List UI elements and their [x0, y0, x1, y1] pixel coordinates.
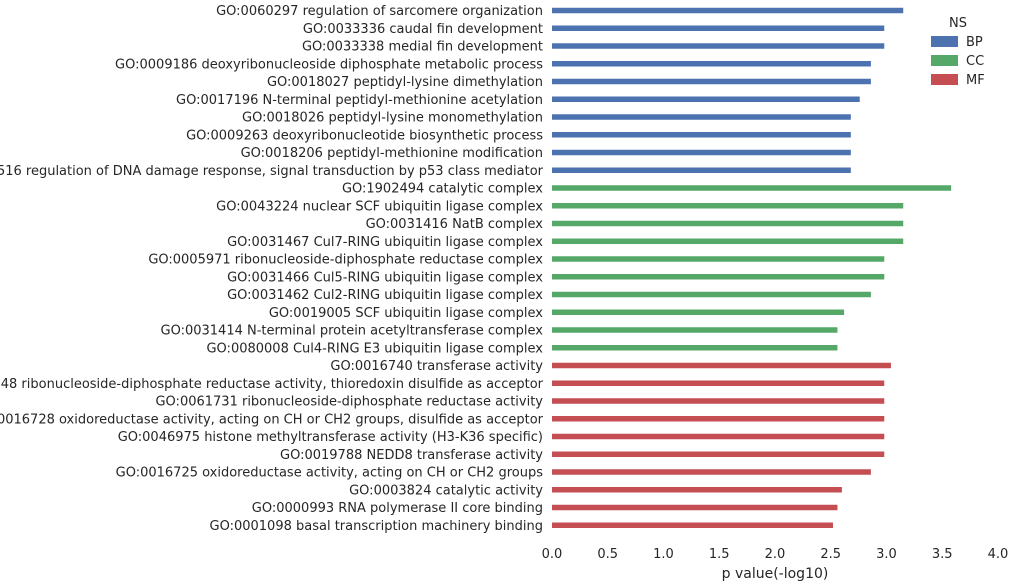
category-label: GO:0061731 ribonucleoside-diphosphate re… — [155, 395, 543, 410]
bar-mf — [552, 504, 838, 511]
category-label: GO:0009263 deoxyribonucleotide biosynthe… — [186, 128, 543, 143]
x-tick-label: 0.5 — [597, 547, 618, 562]
x-tick-label: 2.5 — [820, 547, 841, 562]
category-label: GO:0060297 regulation of sarcomere organ… — [216, 4, 543, 19]
bar-bp — [552, 7, 904, 14]
category-label: GO:0033336 caudal fin development — [303, 22, 543, 37]
bar-mf — [552, 469, 871, 475]
bar-mf — [552, 380, 885, 386]
category-label: GO:0033338 medial fin development — [302, 40, 543, 55]
bar-cc — [552, 256, 885, 262]
bar-cc — [552, 309, 845, 315]
bar-bp — [552, 114, 851, 120]
bars-group — [552, 7, 952, 528]
category-label: GO:0031466 Cul5-RING ubiquitin ligase co… — [227, 270, 543, 285]
category-label: GO:0046975 histone methyltransferase act… — [118, 430, 543, 445]
bar-cc — [552, 327, 838, 333]
x-tick-label: 1.5 — [709, 547, 730, 562]
x-tick-label: 4.0 — [988, 547, 1009, 562]
category-label: GO:0043224 nuclear SCF ubiquitin ligase … — [216, 199, 543, 214]
category-label: GO:0009186 deoxyribonucleoside diphospha… — [115, 57, 543, 72]
legend: NS BP CC MF — [931, 16, 985, 88]
category-label: GO:0004748 ribonucleoside-diphosphate re… — [0, 377, 544, 392]
bar-cc — [552, 238, 904, 244]
category-label: GO:0019788 NEDD8 transferase activity — [280, 448, 543, 463]
legend-entries: BP CC MF — [931, 35, 985, 88]
category-label: GO:1902494 catalytic complex — [342, 182, 543, 197]
x-tick-label: 0.0 — [542, 547, 563, 562]
bar-bp — [552, 149, 851, 156]
category-label: GO:0003824 catalytic activity — [349, 483, 543, 498]
bar-cc — [552, 274, 885, 280]
bar-mf — [552, 451, 885, 457]
bar-bp — [552, 96, 860, 102]
category-label: GO:0043516 regulation of DNA damage resp… — [0, 164, 544, 179]
category-label: GO:0016740 transferase activity — [330, 359, 543, 374]
category-label: GO:0016728 oxidoreductase activity, acti… — [0, 412, 544, 427]
x-tick-label: 3.5 — [932, 547, 953, 562]
bar-cc — [552, 185, 952, 191]
category-label: GO:0018027 peptidyl-lysine dimethylation — [267, 75, 543, 90]
category-label: GO:0005971 ribonucleoside-diphosphate re… — [148, 253, 543, 268]
category-label: GO:0016725 oxidoreductase activity, acti… — [116, 466, 544, 481]
bar-bp — [552, 78, 871, 85]
bar-mf — [552, 487, 842, 493]
x-axis-title: p value(-log10) — [722, 566, 829, 582]
category-label: GO:0001098 basal transcription machinery… — [210, 519, 544, 534]
category-label: GO:0018206 peptidyl-methionine modificat… — [241, 146, 543, 161]
bar-bp — [552, 167, 851, 173]
x-axis-ticks: 0.0 0.5 1.0 1.5 2.0 2.5 3.0 3.5 4.0 — [542, 547, 1009, 562]
category-label: GO:0031462 Cul2-RING ubiquitin ligase co… — [227, 288, 543, 303]
bar-cc — [552, 203, 904, 209]
legend-label-bp: BP — [966, 35, 983, 50]
bar-mf — [552, 398, 885, 404]
legend-swatch-bp — [931, 36, 958, 47]
bar-mf — [552, 433, 885, 440]
bar-mf — [552, 522, 833, 528]
bar-mf — [552, 416, 885, 422]
bar-bp — [552, 61, 871, 67]
legend-label-mf: MF — [966, 73, 985, 88]
category-labels: GO:0060297 regulation of sarcomere organ… — [0, 4, 544, 534]
category-label: GO:0019005 SCF ubiquitin ligase complex — [269, 306, 543, 321]
category-label: GO:0031467 Cul7-RING ubiquitin ligase co… — [227, 235, 543, 250]
bar-bp — [552, 25, 885, 31]
bar-cc — [552, 220, 904, 227]
category-label: GO:0000993 RNA polymerase II core bindin… — [252, 501, 543, 516]
x-tick-label: 2.0 — [765, 547, 786, 562]
category-label: GO:0080008 Cul4-RING E3 ubiquitin ligase… — [206, 341, 543, 356]
bar-bp — [552, 132, 851, 138]
x-tick-label: 3.0 — [876, 547, 897, 562]
category-label: GO:0031416 NatB complex — [366, 217, 544, 232]
category-label: GO:0017196 N-terminal peptidyl-methionin… — [176, 93, 543, 108]
bar-mf — [552, 362, 891, 369]
legend-title: NS — [949, 16, 967, 31]
category-label: GO:0031414 N-terminal protein acetyltran… — [161, 324, 544, 339]
legend-label-cc: CC — [966, 54, 984, 69]
bar-cc — [552, 291, 871, 298]
category-label: GO:0018026 peptidyl-lysine monomethylati… — [242, 111, 543, 126]
bar-bp — [552, 43, 885, 49]
bar-cc — [552, 345, 838, 351]
legend-swatch-mf — [931, 74, 958, 85]
x-tick-label: 1.0 — [653, 547, 674, 562]
legend-swatch-cc — [931, 55, 958, 66]
